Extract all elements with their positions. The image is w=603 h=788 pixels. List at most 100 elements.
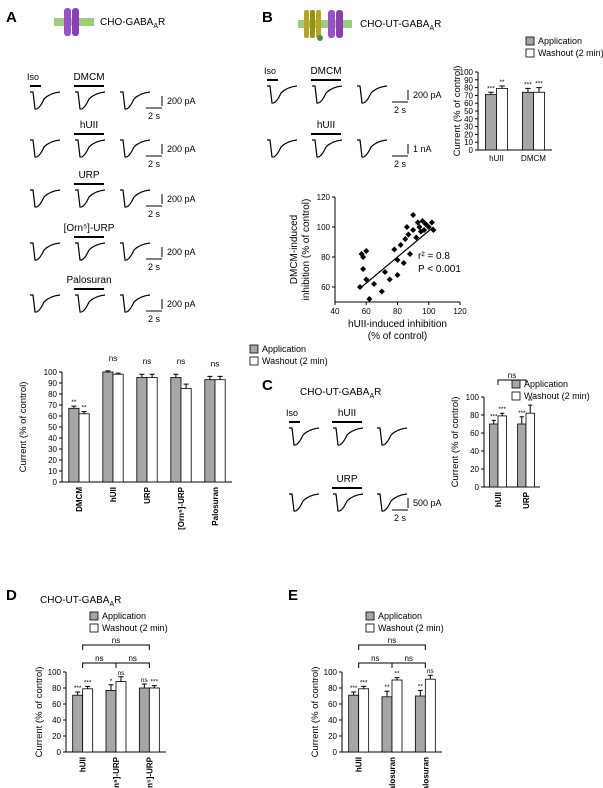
legend-swatch	[525, 48, 535, 58]
current-trace	[120, 139, 151, 158]
x-tick-label: 40	[331, 307, 340, 316]
significance-label: ns	[109, 354, 117, 363]
x-tick-label: Palosuran	[211, 487, 220, 526]
title-text: CHO-UT-GABA	[40, 595, 110, 606]
bar	[146, 377, 158, 483]
legend-swatch	[511, 379, 521, 389]
error-bar	[207, 375, 213, 380]
iso-label: Iso	[286, 408, 298, 418]
title-text: CHO-GABA	[100, 17, 154, 28]
annotation: P < 0.001	[418, 264, 461, 275]
significance-label: **	[71, 399, 77, 406]
significance-bracket	[82, 662, 117, 668]
title-text: CHO-UT-GABA	[300, 387, 370, 398]
title-subscript: A	[153, 23, 158, 30]
data-point	[363, 248, 370, 254]
current-trace	[289, 427, 320, 446]
y-tick-label: 30	[48, 445, 57, 454]
scale-label: 200 pA	[167, 247, 196, 257]
bar	[525, 412, 535, 488]
data-point	[414, 219, 421, 226]
error-bar	[183, 383, 189, 389]
significance-label: ***	[535, 81, 543, 88]
bar	[517, 423, 527, 488]
legend-label: Application	[538, 36, 582, 46]
time-label: 2 s	[394, 513, 407, 523]
bar	[381, 696, 393, 753]
x-tick-label: hUII + [Orn⁵]-URP	[145, 756, 154, 788]
title-text: R	[434, 19, 441, 30]
error-bar	[141, 683, 147, 688]
legend-label: Washout (2 min)	[262, 356, 328, 366]
panel-label: C	[262, 377, 273, 394]
y-tick-label: 60	[52, 700, 61, 709]
y-tick-label: 120	[317, 193, 331, 202]
y-tick-label: 20	[464, 130, 473, 139]
error-bar	[394, 677, 400, 680]
error-bar	[75, 691, 81, 696]
data-point	[391, 246, 398, 253]
application-label: [Orn⁵]-URP	[64, 223, 115, 234]
x-tick-label: 100	[422, 307, 436, 316]
legend-label: Washout (2 min)	[378, 623, 444, 633]
error-bar	[108, 684, 114, 691]
current-trace	[357, 85, 388, 104]
significance-label: *	[110, 678, 113, 685]
x-tick-label: Palosuran	[388, 757, 397, 788]
x-tick-label: 120	[453, 307, 467, 316]
data-point	[402, 236, 409, 242]
bracket-label: ns	[404, 654, 412, 663]
bar	[414, 695, 426, 753]
error-bar	[351, 691, 357, 696]
y-axis-label: inhibition (% of control)	[301, 199, 312, 301]
y-tick-label: 50	[464, 107, 473, 116]
time-label: 2 s	[148, 209, 161, 219]
y-tick-label: 100	[44, 368, 58, 377]
significance-bracket	[391, 662, 426, 668]
bar	[112, 373, 124, 483]
data-point	[419, 218, 426, 224]
x-tick-label: hUII	[79, 757, 88, 772]
current-trace	[75, 294, 106, 313]
data-point	[360, 254, 367, 260]
y-tick-label: 80	[52, 684, 61, 693]
data-point	[410, 212, 417, 218]
legend-swatch	[511, 391, 521, 401]
data-point	[410, 227, 417, 233]
error-bar	[499, 85, 505, 89]
bracket-label: ns	[95, 654, 103, 663]
scale-label: 200 pA	[167, 96, 196, 106]
significance-label: **	[500, 79, 506, 86]
data-point	[360, 266, 367, 272]
bar	[138, 687, 150, 753]
data-point	[403, 224, 410, 230]
bracket-label: ns	[508, 371, 516, 380]
y-tick-label: 0	[53, 478, 58, 487]
y-tick-label: 10	[48, 467, 57, 476]
bar	[136, 377, 148, 483]
title-subscript: A	[369, 393, 374, 400]
error-bar	[173, 373, 179, 378]
x-tick-label: hUII	[355, 757, 364, 772]
application-label: DMCM	[310, 66, 341, 77]
scale-label: 200 pA	[167, 299, 196, 309]
y-axis-label: DMCM-induced	[289, 215, 300, 284]
legend-label: Washout (2 min)	[102, 623, 168, 633]
significance-label: ns	[143, 357, 151, 366]
current-trace	[120, 91, 151, 110]
error-bar	[536, 87, 542, 93]
y-tick-label: 40	[464, 115, 473, 124]
application-label: hUII	[317, 120, 335, 131]
y-axis-label: Current (% of control)	[18, 382, 29, 473]
current-trace	[333, 493, 364, 512]
error-bar	[488, 91, 494, 95]
data-point	[382, 269, 388, 275]
y-tick-label: 20	[52, 732, 61, 741]
y-tick-label: 30	[464, 123, 473, 132]
panel-label: A	[6, 9, 17, 26]
error-bar	[491, 419, 496, 424]
bar	[533, 91, 546, 151]
time-label: 2 s	[394, 105, 407, 115]
receptor-icon	[54, 8, 94, 36]
